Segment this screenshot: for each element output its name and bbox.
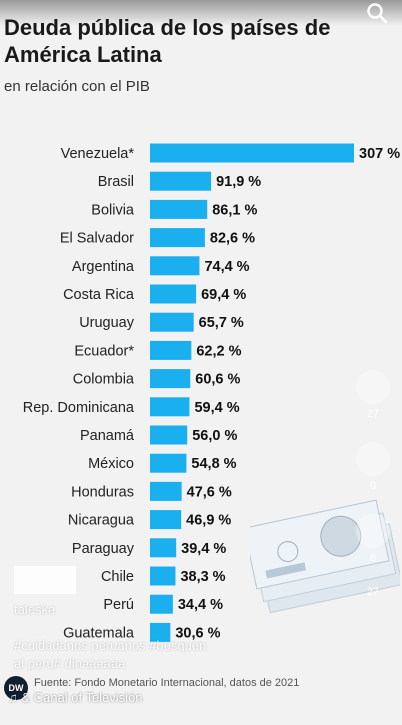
category-label-3: El Salvador	[60, 231, 134, 247]
username[interactable]: taleska	[14, 602, 56, 617]
category-label-15: Chile	[101, 569, 134, 585]
bar-13	[150, 510, 182, 530]
search-icon[interactable]	[366, 2, 388, 24]
value-label-0: 307 %	[359, 146, 400, 162]
bar-8	[150, 369, 191, 389]
bar-6	[150, 312, 194, 332]
value-label-16: 34,4 %	[178, 597, 223, 613]
bar-1	[150, 171, 212, 191]
value-label-6: 65,7 %	[199, 315, 244, 331]
like-button[interactable]	[356, 370, 390, 404]
sound-label[interactable]: ♫ & Canal of Televisión	[8, 690, 143, 705]
value-label-3: 82,6 %	[210, 231, 255, 247]
category-label-8: Colombia	[73, 372, 135, 388]
value-label-4: 74,4 %	[204, 259, 249, 275]
category-label-10: Panamá	[80, 428, 135, 444]
bar-12	[150, 481, 182, 501]
bar-3	[150, 228, 205, 248]
comment-button[interactable]	[356, 442, 390, 476]
category-label-4: Argentina	[72, 259, 135, 275]
source-note: Fuente: Fondo Monetario Internacional, d…	[34, 677, 300, 689]
value-label-5: 69,4 %	[201, 287, 246, 303]
category-label-9: Rep. Dominicana	[23, 400, 135, 416]
bar-4	[150, 256, 200, 276]
category-label-14: Paraguay	[72, 541, 135, 557]
caption-line-2: al peru# dinaaaaaa	[14, 656, 126, 671]
bar-0	[150, 143, 354, 163]
bar-15	[150, 566, 176, 586]
category-label-5: Costa Rica	[63, 287, 135, 303]
value-label-10: 56,0 %	[192, 428, 237, 444]
bar-11	[150, 453, 187, 473]
chart-title: Deuda pública de los países de América L…	[4, 15, 331, 67]
category-label-12: Honduras	[71, 484, 134, 500]
dw-logo: DW	[4, 676, 28, 700]
category-label-16: Perú	[103, 597, 134, 613]
category-label-2: Bolivia	[91, 202, 135, 218]
value-label-12: 47,6 %	[187, 484, 232, 500]
value-label-13: 46,9 %	[186, 513, 231, 529]
category-label-11: México	[88, 456, 134, 472]
bar-9	[150, 397, 190, 417]
category-label-13: Nicaragua	[68, 513, 135, 529]
share-count: 8	[369, 552, 377, 564]
category-label-1: Brasil	[98, 174, 134, 190]
category-label-7: Ecuador*	[74, 343, 134, 359]
value-label-17: 30,6 %	[175, 625, 220, 641]
category-label-0: Venezuela*	[61, 146, 135, 162]
value-label-11: 54,8 %	[191, 456, 236, 472]
bar-10	[150, 425, 188, 445]
share-button[interactable]	[356, 514, 390, 548]
value-label-1: 91,9 %	[216, 174, 261, 190]
category-label-6: Uruguay	[79, 315, 135, 331]
money-sticker	[243, 478, 402, 638]
caption-line-1: #cuidadanos peruanos #busquen	[14, 638, 207, 653]
bar-16	[150, 594, 173, 614]
top-bar	[0, 0, 402, 26]
chart-subtitle: en relación con el PIB	[4, 78, 150, 95]
value-label-15: 38,3 %	[180, 569, 225, 585]
value-label-2: 86,1 %	[212, 202, 257, 218]
blurred-area	[14, 566, 76, 594]
comment-count: 0	[369, 480, 377, 492]
bar-5	[150, 284, 197, 304]
value-label-8: 60,6 %	[195, 372, 240, 388]
bar-17	[150, 622, 171, 642]
side-actions: 27 0 8 27	[356, 370, 390, 620]
category-label-17: Guatemala	[63, 625, 135, 641]
bar-7	[150, 340, 192, 360]
like-count: 27	[366, 408, 380, 420]
extra-count: 27	[366, 586, 380, 598]
bar-14	[150, 538, 177, 558]
value-label-14: 39,4 %	[181, 541, 226, 557]
value-label-9: 59,4 %	[194, 400, 239, 416]
bar-2	[150, 199, 208, 219]
value-label-7: 62,2 %	[196, 343, 241, 359]
